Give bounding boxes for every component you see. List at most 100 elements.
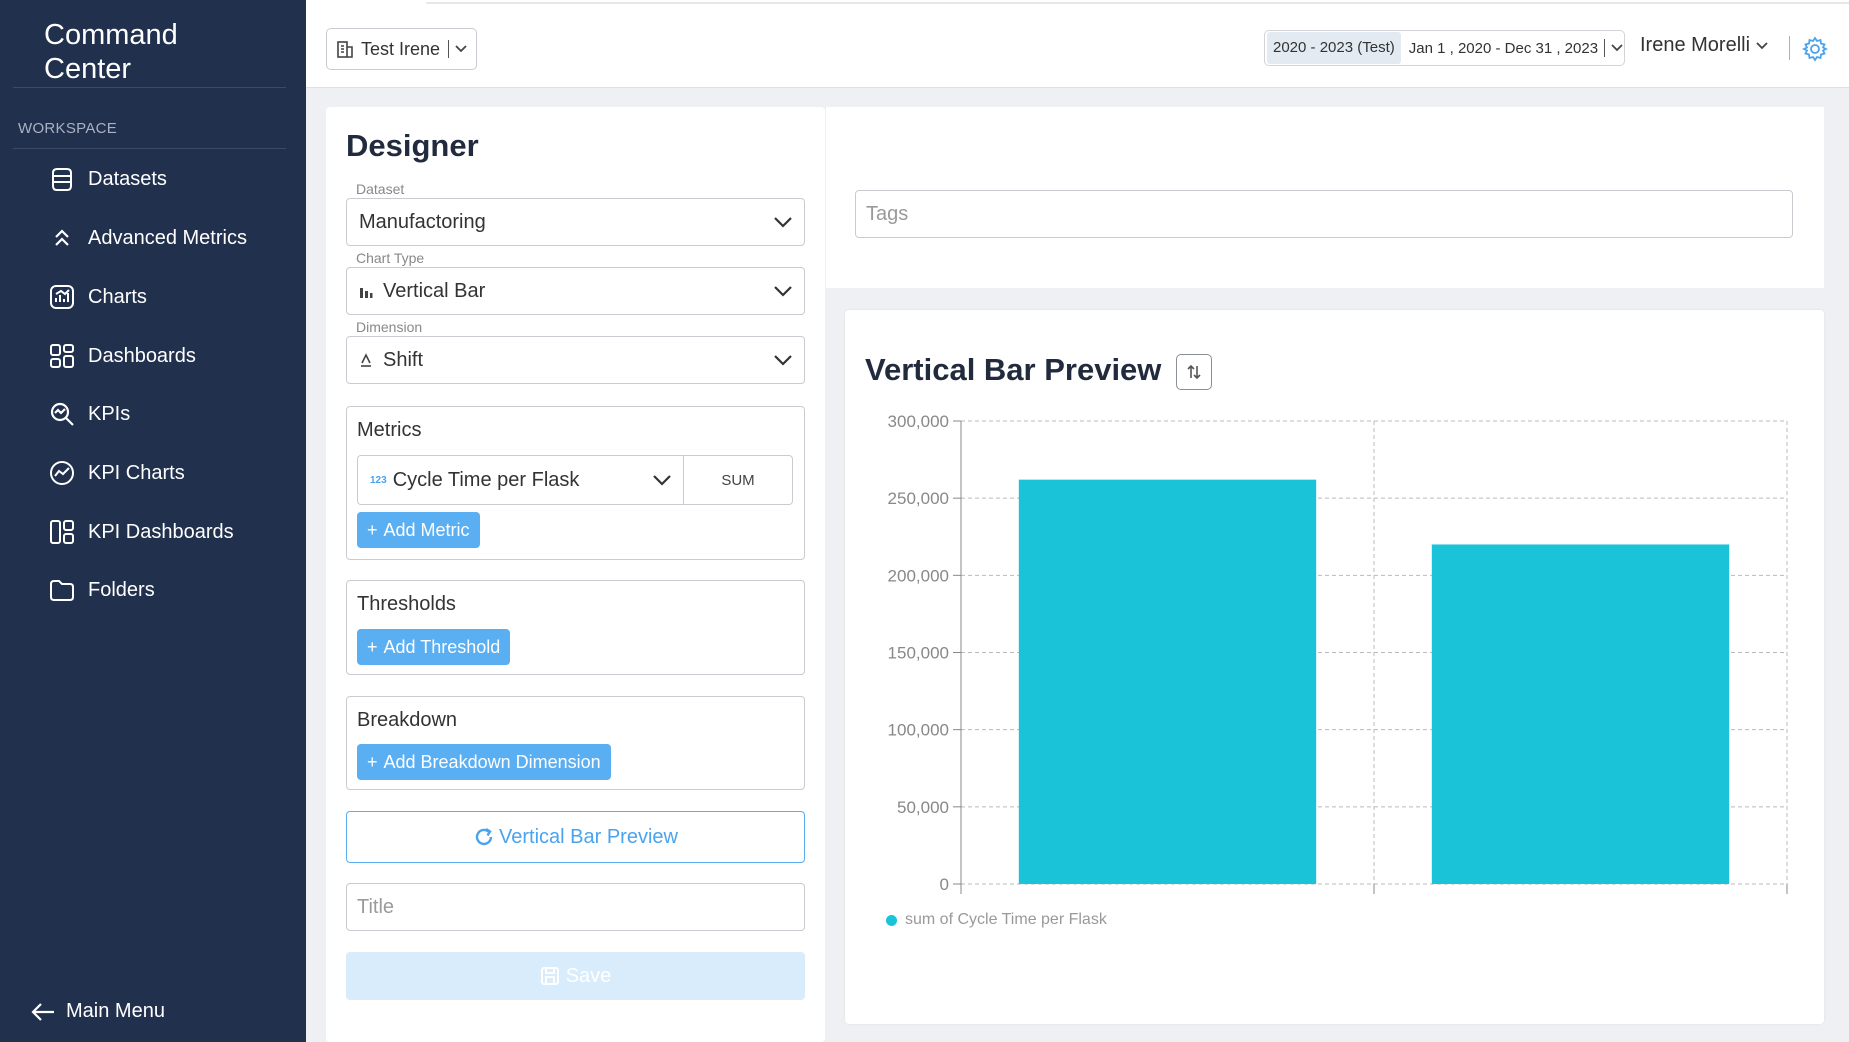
breakdown-group: Breakdown + Add Breakdown Dimension [346,696,805,790]
chevron-down-icon [774,285,792,297]
bar-chart: 0 50,000 100,000 150,000 200,000 250,000 300,0… [888,412,1788,900]
chart-legend: sum of Cycle Time per Flask [886,911,1107,929]
main-menu-label: Main Menu [66,1000,165,1022]
browser-strip [306,0,1849,8]
sidebar-item-dashboards[interactable]: Dashboards [48,339,196,373]
dashboard-icon [50,344,74,368]
sidebar-item-datasets[interactable]: Datasets [48,162,167,196]
sidebar: Command Center WORKSPACE Datasets Advanc… [0,0,306,1042]
chevron-down-icon [774,354,792,366]
dataset-select[interactable]: Manufactoring [346,198,805,246]
sidebar-item-label: Datasets [88,167,167,190]
preview-button-label: Vertical Bar Preview [499,825,678,848]
plus-icon: + [367,751,378,772]
sort-arrows-icon [1187,364,1201,380]
dataset-label: Dataset [356,181,405,197]
chevron-down-icon [1611,44,1623,52]
y-tick-label: 100,000 [888,721,949,740]
divider [13,148,286,149]
kpi-dashboard-icon [50,520,74,544]
sidebar-item-label: Folders [88,578,155,601]
sidebar-item-folders[interactable]: Folders [48,573,155,607]
section-label-workspace: WORKSPACE [18,120,118,137]
title-input[interactable] [346,883,805,931]
date-preset-badge[interactable]: 2020 - 2023 (Test) [1267,32,1401,64]
sidebar-item-label: Dashboards [88,344,196,367]
save-button-label: Save [565,964,612,987]
chevron-down-icon [774,216,792,228]
bar [1018,479,1317,884]
chart-icon [50,285,74,309]
organization-select[interactable]: Test Irene [326,28,477,70]
add-breakdown-button[interactable]: + Add Breakdown Dimension [357,744,611,780]
organization-name: Test Irene [361,38,441,59]
y-tick-label: 0 [940,875,949,894]
metric-select[interactable]: 123 Cycle Time per Flask [357,455,684,505]
sidebar-item-label: Charts [88,285,147,308]
sidebar-item-label: Advanced Metrics [88,226,247,249]
chart-type-label: Chart Type [356,250,425,266]
y-tick-label: 50,000 [897,798,949,817]
sidebar-item-label: KPI Dashboards [88,520,234,543]
divider [426,2,1849,4]
tags-input[interactable] [855,190,1793,238]
building-icon [337,41,353,58]
thresholds-group: Thresholds + Add Threshold [346,580,805,675]
kpi-chart-icon [50,461,74,485]
thresholds-title: Thresholds [357,593,456,615]
sidebar-item-kpis[interactable]: KPIs [48,397,130,431]
dataset-icon [52,168,72,191]
date-range-text: Jan 1 , 2020 - Dec 31 , 2023 [1408,39,1599,57]
chart-type-value: Vertical Bar [383,279,486,302]
dataset-value: Manufactoring [359,210,486,233]
metrics-title: Metrics [357,419,422,441]
divider [448,40,450,58]
bar-chart-icon [360,288,373,298]
sidebar-item-kpi-dashboards[interactable]: KPI Dashboards [48,515,234,549]
double-chevron-up-icon [55,229,69,246]
sidebar-item-advanced-metrics[interactable]: Advanced Metrics [48,221,247,255]
chart-preview-title: Vertical Bar Preview [865,352,1162,387]
preview-button[interactable]: Vertical Bar Preview [346,811,805,863]
dimension-select[interactable]: Shift [346,336,805,384]
date-range-picker[interactable]: 2020 - 2023 (Test) Jan 1 , 2020 - Dec 31… [1264,30,1625,66]
chart-type-select[interactable]: Vertical Bar [346,267,805,315]
x-tick-label: 2nd Shift [1547,899,1614,900]
page-title: Designer [346,128,479,163]
y-tick-label: 200,000 [888,566,949,585]
sort-toggle-button[interactable] [1176,354,1212,390]
divider [13,87,286,88]
breakdown-title: Breakdown [357,709,458,731]
add-metric-label: Add Metric [383,519,470,540]
user-menu[interactable]: Irene Morelli [1640,34,1768,57]
save-button[interactable]: Save [346,952,805,1000]
x-tick-label: 1st Shift [1137,899,1199,900]
dimension-value: Shift [383,348,424,371]
legend-swatch [886,914,897,926]
main-menu-link[interactable]: Main Menu [30,1000,165,1023]
chevron-down-icon [455,45,467,53]
gear-icon[interactable] [1802,36,1828,62]
divider [1789,36,1790,60]
sidebar-item-label: KPIs [88,402,131,425]
number-type-icon: 123 [370,474,387,486]
plus-icon: + [367,636,378,657]
sidebar-item-charts[interactable]: Charts [48,280,147,314]
plus-icon: + [367,519,378,540]
dimension-label: Dimension [356,319,423,335]
app-title: Command Center [44,19,178,85]
arrow-left-icon [31,1002,54,1021]
add-threshold-button[interactable]: + Add Threshold [357,629,511,665]
chevron-down-icon [653,474,671,486]
y-tick-label: 250,000 [888,489,949,508]
dimension-icon [361,353,371,367]
sidebar-item-label: KPI Charts [88,461,185,484]
legend-label: sum of Cycle Time per Flask [905,911,1107,928]
aggregation-select[interactable]: SUM [684,455,793,505]
add-breakdown-label: Add Breakdown Dimension [383,751,601,772]
y-tick-label: 300,000 [888,412,949,431]
add-metric-button[interactable]: + Add Metric [357,512,480,548]
sidebar-item-kpi-charts[interactable]: KPI Charts [48,456,185,490]
metric-value: Cycle Time per Flask [392,468,580,491]
bar [1431,544,1730,884]
